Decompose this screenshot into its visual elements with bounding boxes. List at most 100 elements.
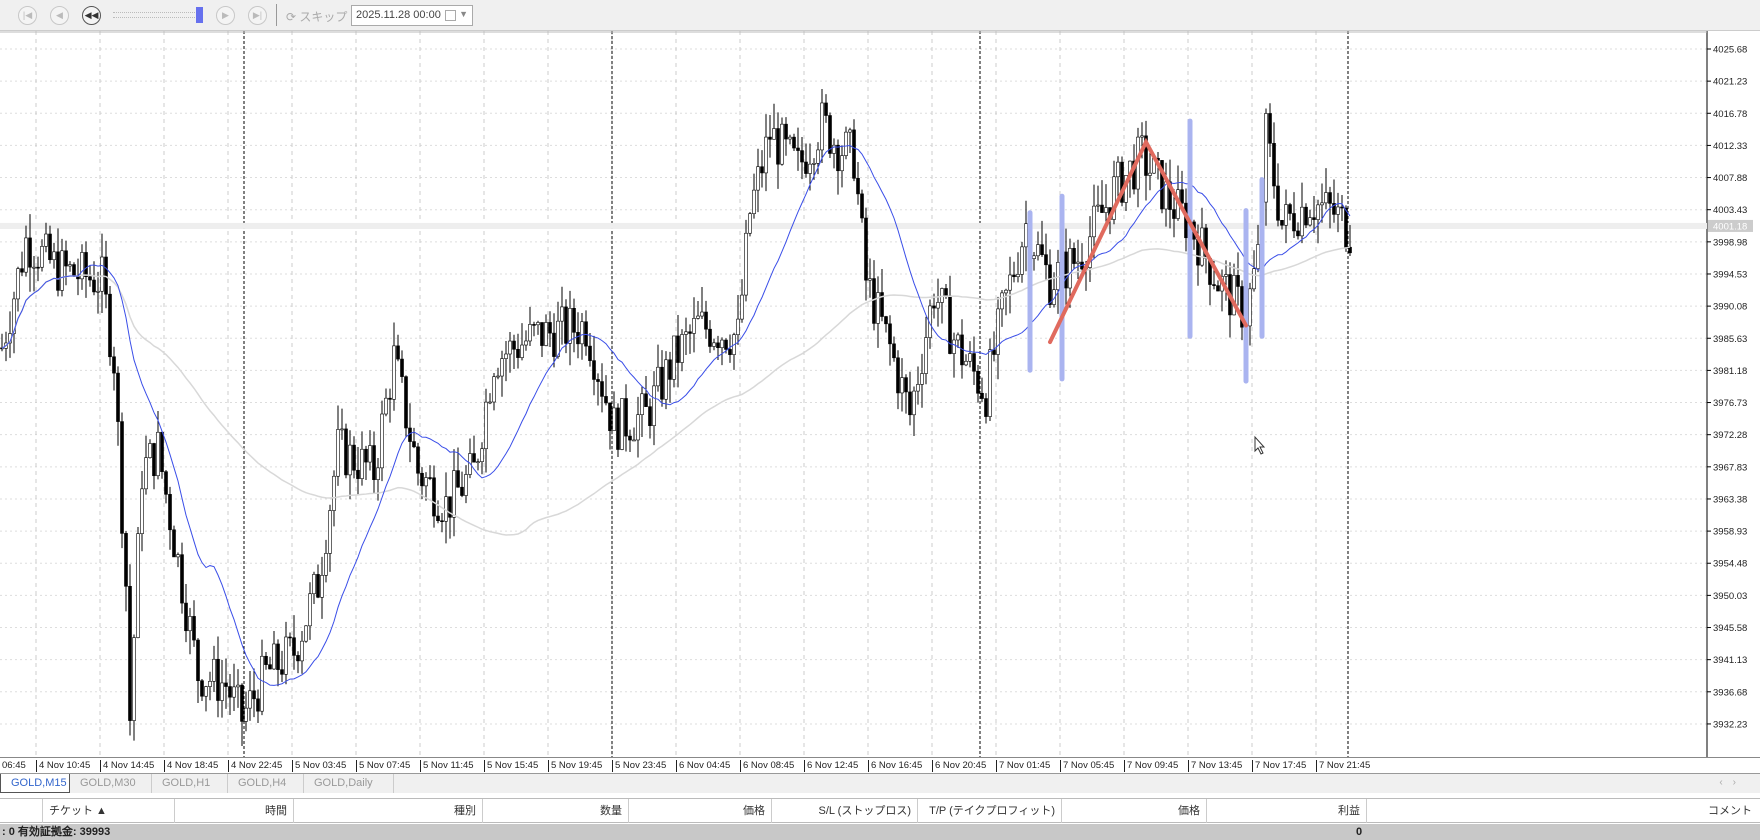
candle-body — [628, 435, 632, 441]
price-label: 4007.88 — [1713, 173, 1747, 184]
candle-body — [540, 322, 544, 346]
candle-body — [600, 381, 604, 397]
candle-body — [988, 349, 992, 417]
tab-gold-h4[interactable]: GOLD,H4 — [228, 774, 304, 793]
candle-body — [260, 655, 264, 712]
candle-body — [848, 129, 852, 133]
candle-body — [124, 533, 128, 587]
candle-body — [536, 322, 540, 326]
chevron-down-icon[interactable]: ▼ — [459, 9, 468, 19]
candle-body — [156, 431, 160, 477]
candle-body — [340, 428, 344, 431]
tab-gold-h1[interactable]: GOLD,H1 — [152, 774, 228, 793]
current-price-label: 4001.18 — [1713, 221, 1747, 232]
candle-body — [1308, 217, 1312, 226]
candle-body — [884, 316, 888, 325]
price-chart[interactable]: 4025.68 4021.23 4016.78 4012.33 4007.88 4003.… — [0, 31, 1760, 757]
candle-body — [48, 233, 52, 261]
column-header[interactable]: 利益 — [1207, 799, 1367, 823]
candle-body — [236, 684, 240, 688]
candle-body — [768, 136, 772, 140]
candle-body — [356, 469, 360, 479]
candle-body — [832, 144, 836, 154]
time-label: 5 Nov 15:45 — [484, 760, 538, 772]
tab-gold-m30[interactable]: GOLD,M30 — [70, 774, 152, 793]
candle-body — [452, 470, 456, 518]
tab-gold-m15[interactable]: GOLD,M15 — [0, 774, 70, 793]
play-back-button[interactable]: ◀◀ — [82, 6, 101, 25]
candle-body — [276, 643, 280, 670]
candle-body — [1248, 288, 1252, 327]
column-header[interactable]: 数量 — [483, 799, 629, 823]
candle-body — [780, 123, 784, 165]
column-header[interactable] — [0, 799, 43, 823]
candle-body — [592, 360, 596, 380]
speed-slider-thumb[interactable] — [196, 7, 203, 23]
column-header[interactable]: T/P (テイクプロフィット) — [918, 799, 1062, 823]
skip-label: スキップ — [299, 10, 348, 24]
column-header[interactable]: S/L (ストップロス) — [772, 799, 918, 823]
candle-body — [792, 136, 796, 149]
candle-body — [20, 268, 24, 273]
candle-body — [1132, 160, 1136, 190]
column-header[interactable]: 価格 — [629, 799, 772, 823]
price-label: 3985.63 — [1713, 334, 1747, 345]
time-label: 6 Nov 04:45 — [676, 760, 730, 772]
column-header[interactable]: コメント — [1708, 805, 1752, 817]
time-label: 5 Nov 11:45 — [420, 760, 474, 772]
candle-body — [904, 377, 908, 393]
candle-body — [1036, 244, 1040, 257]
candle-body — [512, 340, 516, 350]
step-end-button[interactable]: ▶| — [248, 6, 267, 25]
candle-body — [1328, 192, 1332, 204]
time-label: 7 Nov 21:45 — [1316, 760, 1370, 772]
step-back-button[interactable]: ◀ — [50, 6, 69, 25]
candle-body — [1256, 244, 1260, 270]
price-label: 3990.08 — [1713, 302, 1747, 313]
candle-body — [1232, 275, 1236, 316]
candle-body — [136, 533, 140, 638]
candle-body — [372, 445, 376, 480]
mouse-cursor-icon — [1254, 435, 1266, 455]
column-header[interactable]: 種別 — [294, 799, 483, 823]
candle-body — [632, 439, 636, 442]
candle-body — [672, 335, 676, 380]
candle-body — [1068, 248, 1072, 289]
calendar-icon[interactable] — [445, 10, 456, 21]
step-start-button[interactable]: |◀ — [18, 6, 37, 25]
candle-body — [864, 217, 868, 281]
candle-body — [1112, 176, 1116, 220]
candle-body — [304, 625, 308, 642]
candle-body — [1104, 207, 1108, 213]
candle-body — [508, 340, 512, 355]
candle-body — [316, 574, 320, 598]
candle-body — [460, 486, 464, 496]
candle-body — [1280, 220, 1284, 226]
speed-slider[interactable] — [113, 12, 203, 18]
column-header[interactable]: 時間 — [175, 799, 294, 823]
skip-icon: ⟳ — [286, 10, 300, 24]
candle-body — [1212, 284, 1216, 286]
column-header[interactable]: チケット ▲ — [43, 799, 175, 823]
tab-gold-daily[interactable]: GOLD,Daily — [304, 774, 394, 793]
time-label: 6 Nov 16:45 — [868, 760, 922, 772]
candle-body — [664, 359, 668, 400]
date-input[interactable]: 2025.11.28 00:00 ▼ — [351, 5, 473, 26]
candle-body — [976, 370, 980, 394]
candle-body — [760, 166, 764, 174]
column-header[interactable]: 価格 — [1062, 799, 1207, 823]
candle-body — [148, 443, 152, 458]
step-forward-button[interactable]: ▶ — [216, 6, 235, 25]
candle-body — [44, 233, 48, 247]
candle-body — [844, 131, 848, 156]
candle-body — [36, 266, 40, 269]
candle-body — [240, 684, 244, 722]
tab-scroll-arrows[interactable]: ‹› — [1719, 777, 1746, 788]
candle-body — [248, 690, 252, 709]
candle-body — [180, 554, 184, 604]
skip-button[interactable]: ⟳ スキップ — [286, 8, 347, 25]
candle-body — [860, 193, 864, 219]
candle-body — [1116, 161, 1120, 178]
candle-body — [1168, 181, 1172, 210]
candle-body — [88, 276, 92, 281]
